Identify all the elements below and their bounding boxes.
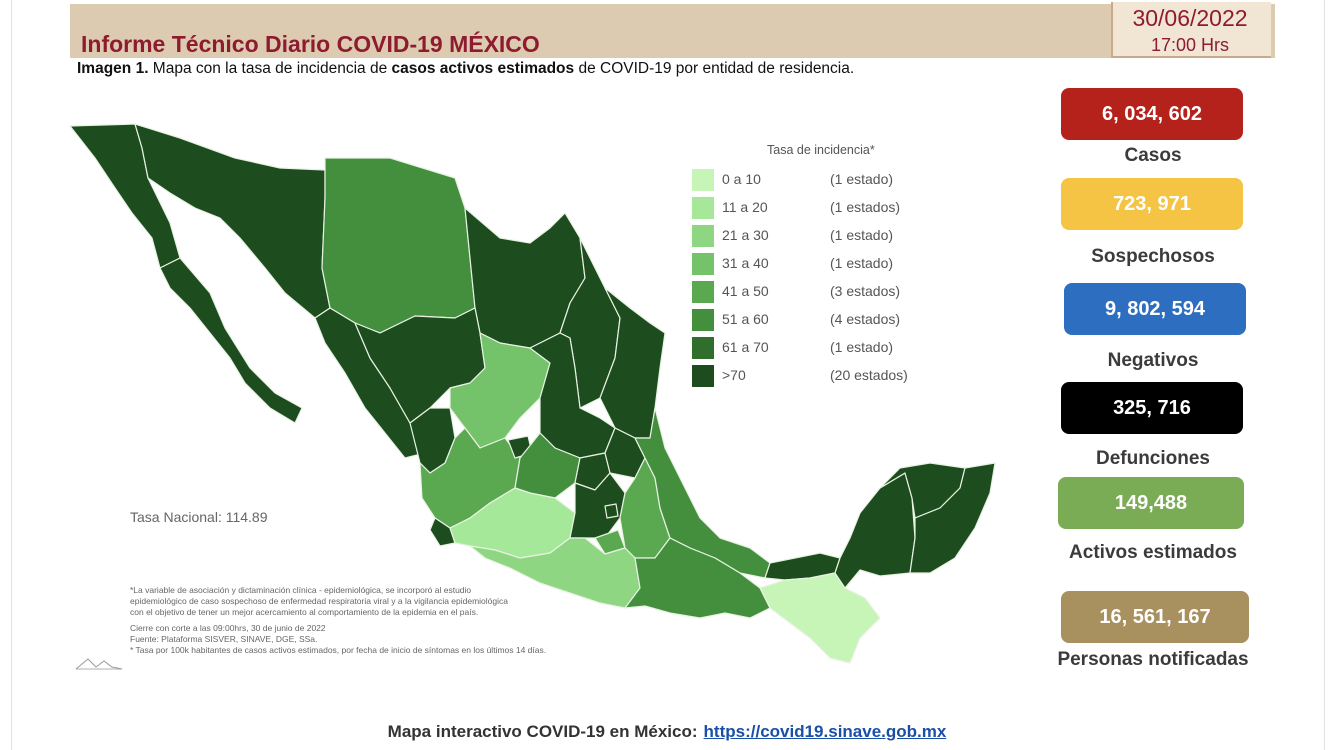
stat-value-notificadas: 16, 561, 167 <box>1099 605 1211 628</box>
tasa-nacional: Tasa Nacional: 114.89 <box>130 509 268 525</box>
footnote-line: Fuente: Plataforma SISVER, SINAVE, DGE, … <box>130 634 318 644</box>
legend-range: 51 a 60 <box>722 311 769 327</box>
state-sonora <box>134 123 331 319</box>
header-band <box>70 4 1275 58</box>
stat-box-activos: 149,488 <box>1058 477 1244 529</box>
state-oaxaca <box>624 537 771 619</box>
figure-caption: Imagen 1. Mapa con la tasa de incidencia… <box>77 60 854 78</box>
date-box <box>1111 2 1271 58</box>
footnote-line: Cierre con corte a las 09:00hrs, 30 de j… <box>130 623 326 633</box>
footer: Mapa interactivo COVID-19 en México: http… <box>0 722 1334 742</box>
legend-swatch <box>692 197 714 219</box>
stat-box-sospechosos: 723, 971 <box>1061 178 1243 230</box>
stat-label-casos: Casos <box>1124 145 1182 166</box>
stat-box-notificadas: 16, 561, 167 <box>1061 591 1249 643</box>
legend-count: (1 estado) <box>830 227 894 243</box>
report-date: 30/06/2022 <box>1132 5 1248 31</box>
legend-range: 0 a 10 <box>722 171 761 187</box>
stat-label-sospechosos: Sospechosos <box>1091 246 1215 267</box>
legend-swatch <box>692 225 714 247</box>
legend-swatch <box>692 169 714 191</box>
stat-label-activos: Activos estimados <box>1069 542 1237 563</box>
legend-count: (20 estados) <box>830 367 908 383</box>
footnote-line: *La variable de asociación y dictaminaci… <box>130 585 472 595</box>
legend-count: (1 estado) <box>830 339 894 355</box>
state-baja-california-sur <box>159 257 303 424</box>
legend-count: (1 estado) <box>830 255 894 271</box>
legend-swatch <box>692 309 714 331</box>
stat-box-defunciones: 325, 716 <box>1061 382 1243 434</box>
legend-count: (1 estados) <box>830 199 901 215</box>
legend-count: (3 estados) <box>830 283 901 299</box>
stat-box-negativos: 9, 802, 594 <box>1064 283 1246 335</box>
caption-prefix: Imagen 1. <box>77 60 149 77</box>
report-title: Informe Técnico Diario COVID-19 MÉXICO <box>81 31 540 57</box>
legend-range: 31 a 40 <box>722 255 769 271</box>
stat-value-defunciones: 325, 716 <box>1113 396 1191 419</box>
stat-value-negativos: 9, 802, 594 <box>1104 297 1206 320</box>
legend-range: >70 <box>722 367 746 383</box>
legend-count: (4 estados) <box>830 311 901 327</box>
footer-text: Mapa interactivo COVID-19 en México: <box>387 722 698 741</box>
footnotes: *La variable de asociación y dictaminaci… <box>130 585 630 656</box>
state-colima <box>429 517 456 547</box>
legend-swatch <box>692 281 714 303</box>
legend-swatch <box>692 337 714 359</box>
stat-label-notificadas: Personas notificadas <box>1057 649 1249 670</box>
state-mexico <box>569 472 626 539</box>
state-campeche <box>834 472 916 589</box>
interactive-map-link[interactable]: https://covid19.sinave.gob.mx <box>703 722 947 741</box>
legend-count: (1 estado) <box>830 171 894 187</box>
stat-label-negativos: Negativos <box>1107 350 1199 371</box>
state-cdmx <box>604 503 619 519</box>
state-chihuahua <box>321 157 476 334</box>
stat-value-activos: 149,488 <box>1114 491 1188 514</box>
legend-title: Tasa de incidencia* <box>767 143 875 157</box>
stat-value-casos: 6, 034, 602 <box>1101 102 1203 125</box>
stat-label-defunciones: Defunciones <box>1095 448 1211 469</box>
caption-text-1: Mapa con la tasa de incidencia de <box>148 60 392 77</box>
state-chiapas <box>759 572 881 664</box>
stat-box-casos: 6, 034, 602 <box>1061 88 1243 140</box>
caption-text-2: de COVID-19 por entidad de residencia. <box>574 60 855 77</box>
caption-bold: casos activos estimados <box>391 60 575 77</box>
legend-range: 11 a 20 <box>722 199 768 215</box>
stat-value-sospechosos: 723, 971 <box>1113 192 1191 215</box>
mexico-choropleth-map <box>69 123 996 664</box>
institution-logo-icon <box>75 658 123 670</box>
legend-swatch <box>692 365 714 387</box>
footnote-line: epidemiológico de caso sospechoso de enf… <box>130 596 508 606</box>
legend-range: 61 a 70 <box>722 339 769 355</box>
report-time: 17:00 Hrs <box>1150 35 1230 55</box>
legend-range: 41 a 50 <box>722 283 769 299</box>
footnote-line: * Tasa por 100k habitantes de casos acti… <box>130 645 547 655</box>
legend-swatch <box>692 253 714 275</box>
legend-range: 21 a 30 <box>722 227 769 243</box>
footnote-line: con el objetivo de tener un mejor acerca… <box>130 607 479 617</box>
state-quintana-roo <box>909 462 996 574</box>
